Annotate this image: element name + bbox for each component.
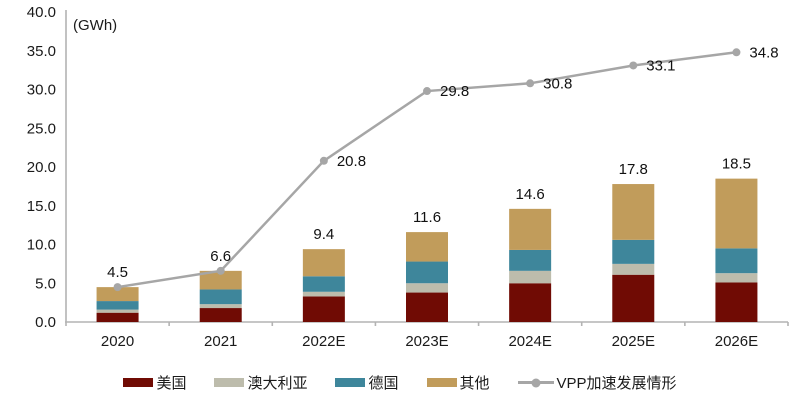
bar-segment-美国	[612, 274, 655, 322]
bar-total-label: 18.5	[722, 156, 751, 173]
bar-segment-其他	[302, 249, 345, 277]
bar-segment-其他	[612, 184, 655, 240]
line-point-label: 34.8	[749, 44, 778, 61]
vpp-line-marker	[113, 283, 122, 292]
x-axis-category-label: 2025E	[612, 333, 655, 350]
bar-segment-德国	[302, 276, 345, 292]
bar-segment-德国	[509, 249, 552, 271]
bar-segment-其他	[96, 287, 139, 302]
line-point-label: 4.5	[107, 264, 128, 281]
legend-label: 美国	[156, 375, 187, 392]
x-axis-category-label: 2022E	[302, 333, 345, 350]
line-point-label: 30.8	[543, 75, 572, 92]
legend-swatch	[214, 378, 245, 387]
vpp-line-marker	[526, 79, 535, 88]
bar-segment-德国	[612, 239, 655, 264]
bar-total-label: 9.4	[313, 226, 334, 243]
vpp-line-marker	[629, 61, 638, 70]
stacked-bar-line-chart: 0.0 5.0 10.0 15.0 20.0 25.0 30.0 35.0 40.0 (GWh) 2…	[27, 4, 789, 350]
legend-swatch	[426, 378, 457, 387]
line-point-label: 20.8	[337, 153, 366, 170]
bar-segment-澳大利亚	[509, 270, 552, 284]
vpp-line-marker	[319, 156, 328, 165]
legend-line-marker-icon	[531, 378, 541, 387]
bar-segment-澳大利亚	[96, 309, 139, 313]
bar-total-label: 17.8	[619, 161, 648, 178]
y-axis-tick-label: 15.0	[27, 198, 56, 215]
bar-segment-澳大利亚	[715, 273, 758, 283]
line-point-label: 29.8	[440, 83, 469, 100]
y-axis-tick-label: 10.0	[27, 237, 56, 254]
y-axis-tick-label: 40.0	[27, 4, 56, 21]
bar-segment-澳大利亚	[302, 291, 345, 297]
legend-item-其他: 其他	[426, 372, 490, 393]
bar-segment-澳大利亚	[612, 263, 655, 275]
chart-legend: 美国 澳大利亚 德国 其他 VPP加速发展情形	[0, 372, 800, 393]
bar-segment-德国	[406, 261, 448, 284]
bar-total-label: 11.6	[413, 209, 441, 226]
legend-label: 德国	[368, 375, 399, 392]
bar-segment-美国	[199, 308, 242, 322]
legend-item-美国: 美国	[123, 372, 186, 393]
bar-segment-其他	[715, 178, 758, 249]
x-axis-category-label: 2024E	[508, 333, 551, 350]
y-axis-tick-label: 20.0	[27, 159, 56, 176]
legend-line-swatch	[517, 378, 554, 387]
bar-total-label: 14.6	[516, 186, 545, 203]
bar-segment-澳大利亚	[406, 283, 448, 293]
line-point-label: 6.6	[210, 248, 231, 265]
bar-segment-美国	[406, 292, 448, 322]
y-axis-tick-label: 0.0	[35, 314, 56, 331]
bar-segment-其他	[199, 270, 242, 290]
y-axis-unit-label: (GWh)	[73, 17, 117, 34]
legend-swatch	[123, 378, 154, 387]
bar-segment-德国	[96, 301, 139, 310]
bar-segment-美国	[96, 312, 139, 322]
vpp-line-marker	[216, 266, 225, 275]
bar-segment-美国	[509, 283, 552, 322]
x-axis-category-label: 2021	[204, 333, 237, 350]
x-axis-category-label: 2026E	[715, 333, 758, 350]
legend-item-德国: 德国	[335, 372, 399, 393]
line-point-label: 33.1	[646, 57, 675, 74]
legend-swatch	[335, 378, 366, 387]
y-axis-tick-label: 35.0	[27, 43, 56, 60]
bar-segment-美国	[715, 282, 758, 322]
y-axis-tick-label: 25.0	[27, 120, 56, 137]
bar-segment-澳大利亚	[199, 304, 242, 309]
legend-label: 其他	[459, 375, 490, 392]
y-axis-tick-label: 30.0	[27, 82, 56, 99]
y-axis-tick-label: 5.0	[35, 275, 56, 292]
bar-segment-德国	[715, 248, 758, 274]
vpp-line-marker	[732, 48, 741, 57]
x-axis-category-label: 2020	[101, 333, 134, 350]
legend-item-VPP加速发展情形: VPP加速发展情形	[517, 372, 677, 393]
bar-segment-其他	[406, 232, 448, 262]
bar-segment-德国	[199, 289, 242, 305]
legend-label: 澳大利亚	[247, 375, 308, 392]
bar-segment-美国	[302, 296, 345, 322]
legend-label: VPP加速发展情形	[556, 375, 677, 392]
legend-item-澳大利亚: 澳大利亚	[214, 372, 307, 393]
bar-segment-其他	[509, 208, 552, 250]
x-axis-category-label: 2023E	[405, 333, 448, 350]
vpp-line-marker	[423, 87, 431, 96]
